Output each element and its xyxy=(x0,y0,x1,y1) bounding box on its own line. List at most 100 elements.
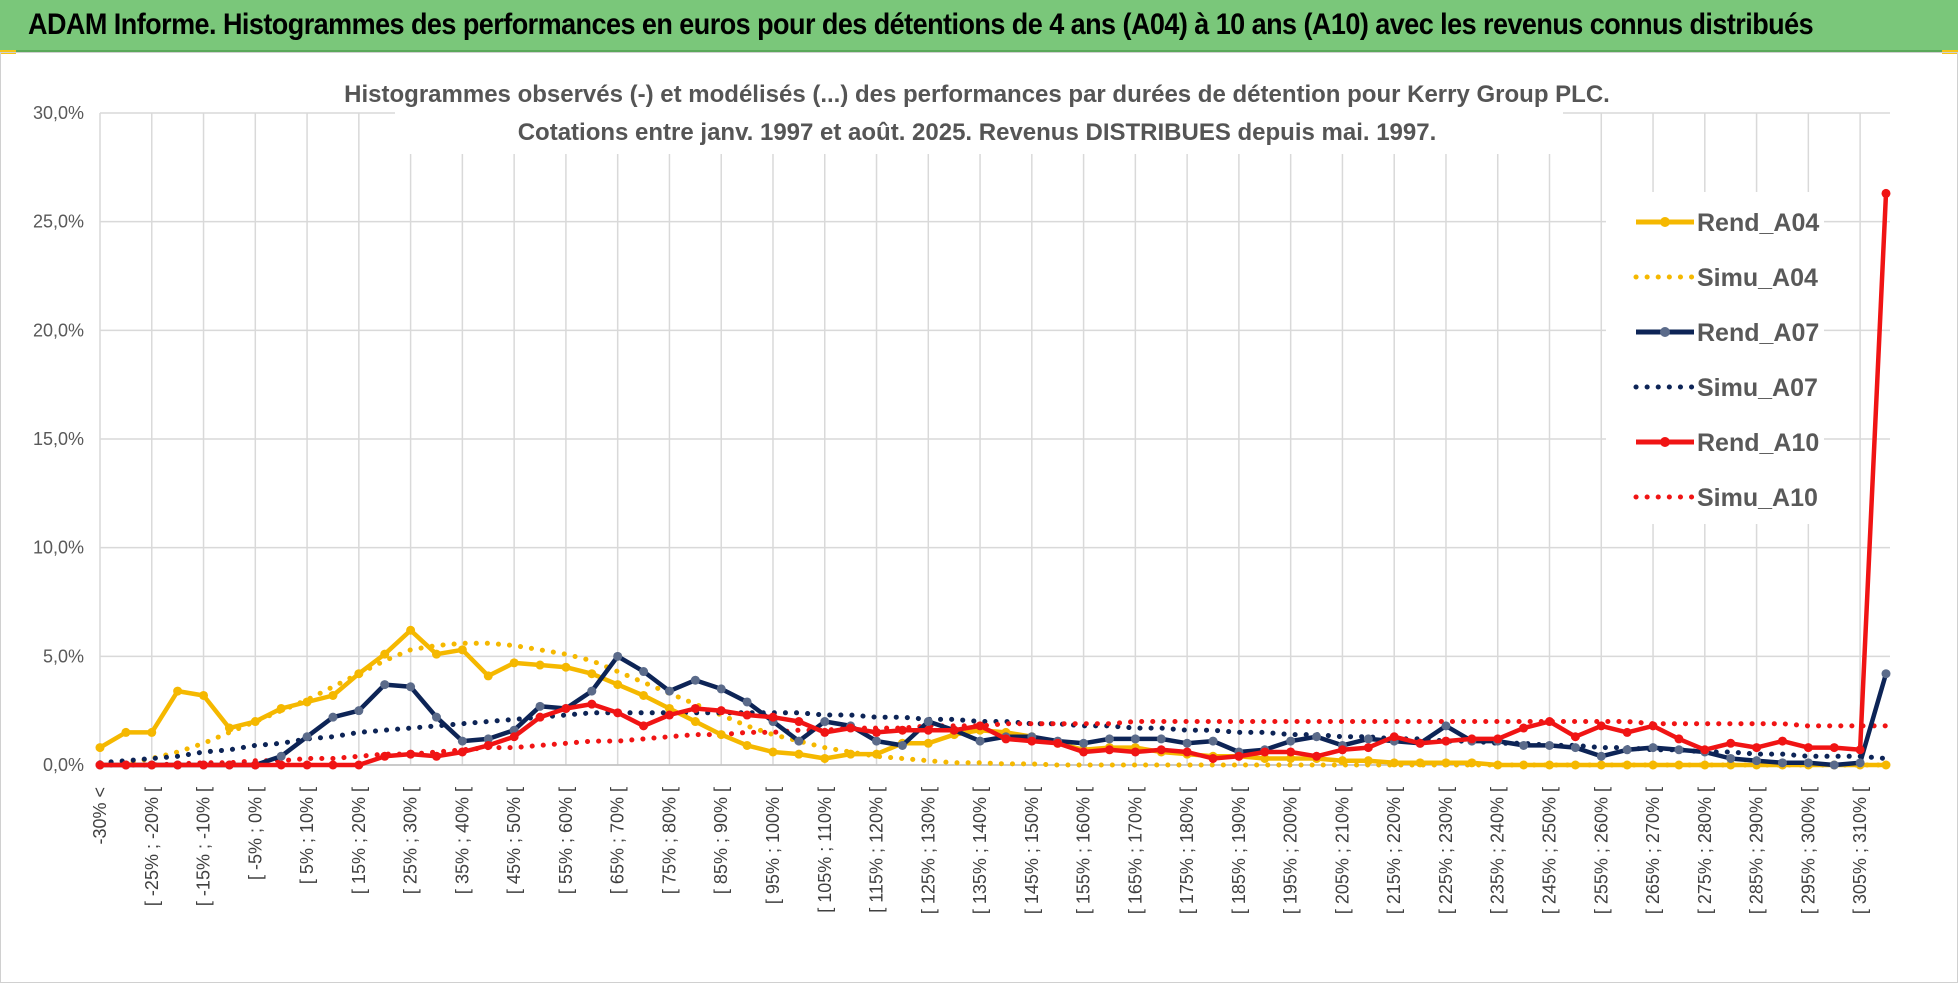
chart-title-line-1: Histogrammes observés (-) et modélisés (… xyxy=(344,81,1610,108)
data-point xyxy=(121,727,131,737)
data-point xyxy=(1855,745,1865,755)
report-title: ADAM Informe. Histogrammes des performan… xyxy=(28,8,1814,41)
data-point xyxy=(1156,745,1166,755)
data-point xyxy=(690,717,700,727)
data-point xyxy=(328,690,338,700)
data-point xyxy=(1001,734,1011,744)
x-tick-label: [ 285% ; 290% [ xyxy=(1747,787,1767,914)
data-point xyxy=(1570,743,1580,753)
data-point xyxy=(406,749,416,759)
data-point xyxy=(742,697,752,707)
y-tick-label: 10,0% xyxy=(33,538,84,558)
data-point xyxy=(768,712,778,722)
x-tick-label: [ 195% ; 200% [ xyxy=(1281,787,1301,914)
data-point xyxy=(173,686,183,696)
report-header-banner: ADAM Informe. Histogrammes des performan… xyxy=(0,0,1958,52)
data-point xyxy=(1674,734,1684,744)
series-line-Simu_A07 xyxy=(97,710,1889,766)
x-tick-label: [ 115% ; 120% [ xyxy=(867,787,887,913)
x-tick-label: [ 45% ; 50% [ xyxy=(504,787,524,894)
data-point xyxy=(1881,188,1891,198)
data-point xyxy=(509,732,519,742)
data-point xyxy=(1570,760,1580,770)
data-point xyxy=(328,760,338,770)
data-point xyxy=(1389,732,1399,742)
legend-marker xyxy=(1660,217,1670,227)
data-point xyxy=(820,753,830,763)
x-tick-label: [ 135% ; 140% [ xyxy=(970,787,990,914)
data-point xyxy=(147,760,157,770)
x-tick-label: [ 205% ; 210% [ xyxy=(1332,787,1352,914)
data-point xyxy=(1726,760,1736,770)
x-tick-label: [ 25% ; 30% [ xyxy=(401,787,421,894)
data-point xyxy=(1596,751,1606,761)
data-point xyxy=(276,703,286,713)
data-point xyxy=(794,749,804,759)
data-point xyxy=(1467,758,1477,768)
data-point xyxy=(250,717,260,727)
data-point xyxy=(302,697,312,707)
legend-label-Simu_A10: Simu_A10 xyxy=(1697,484,1818,512)
legend-label-Rend_A10: Rend_A10 xyxy=(1697,429,1819,457)
data-point xyxy=(820,717,830,727)
chart-gridlines xyxy=(99,112,1890,766)
data-point xyxy=(1545,740,1555,750)
data-point xyxy=(1104,745,1114,755)
series-Rend_A04 xyxy=(95,625,1891,770)
data-point xyxy=(794,717,804,727)
data-point xyxy=(1182,747,1192,757)
x-tick-label: [ 295% ; 300% [ xyxy=(1798,787,1818,914)
data-point xyxy=(1467,734,1477,744)
x-tick-label: [ 75% ; 80% [ xyxy=(659,787,679,894)
data-point xyxy=(975,721,985,731)
data-point xyxy=(1726,738,1736,748)
x-tick-label: [ 215% ; 220% [ xyxy=(1384,787,1404,914)
data-point xyxy=(794,736,804,746)
x-tick-label: [ 125% ; 130% [ xyxy=(918,787,938,914)
data-point xyxy=(1519,760,1529,770)
data-point xyxy=(1363,743,1373,753)
data-point xyxy=(587,686,597,696)
data-point xyxy=(483,671,493,681)
data-point xyxy=(613,708,623,718)
data-point xyxy=(1674,760,1684,770)
data-point xyxy=(1545,717,1555,727)
data-point xyxy=(302,760,312,770)
data-point xyxy=(872,736,882,746)
data-point xyxy=(1079,738,1089,748)
x-tick-label: [ 55% ; 60% [ xyxy=(556,787,576,894)
data-point xyxy=(406,625,416,635)
data-point xyxy=(224,723,234,733)
data-point xyxy=(199,760,209,770)
x-tick-label: [ -25% ; -20% [ xyxy=(142,787,162,906)
data-point xyxy=(406,682,416,692)
data-point xyxy=(613,651,623,661)
data-point xyxy=(1260,747,1270,757)
data-point xyxy=(483,740,493,750)
x-tick-label: [ 235% ; 240% [ xyxy=(1488,787,1508,914)
data-point xyxy=(1234,751,1244,761)
data-point xyxy=(1648,743,1658,753)
y-tick-label: 0,0% xyxy=(43,755,84,775)
data-point xyxy=(328,712,338,722)
data-point xyxy=(1286,753,1296,763)
chart-title-line-2: Cotations entre janv. 1997 et août. 2025… xyxy=(518,119,1437,146)
x-tick-label: [ 15% ; 20% [ xyxy=(349,787,369,894)
x-tick-label: [ -15% ; -10% [ xyxy=(194,787,214,906)
chart-title-background xyxy=(395,78,1563,154)
data-point xyxy=(535,712,545,722)
series-Rend_A10 xyxy=(95,188,1891,770)
legend-label-Rend_A07: Rend_A07 xyxy=(1697,319,1819,347)
y-tick-label: 25,0% xyxy=(33,212,84,232)
data-point xyxy=(846,723,856,733)
data-point xyxy=(1260,753,1270,763)
x-tick-label: [ 145% ; 150% [ xyxy=(1022,787,1042,914)
data-point xyxy=(1130,747,1140,757)
y-tick-label: 20,0% xyxy=(33,320,84,340)
legend-background xyxy=(1606,192,1824,524)
data-point xyxy=(1441,736,1451,746)
x-tick-label: [ 275% ; 280% [ xyxy=(1695,787,1715,914)
x-tick-label: [ 225% ; 230% [ xyxy=(1436,787,1456,914)
y-tick-label: 30,0% xyxy=(33,103,84,123)
legend-label-Simu_A04: Simu_A04 xyxy=(1697,264,1818,292)
